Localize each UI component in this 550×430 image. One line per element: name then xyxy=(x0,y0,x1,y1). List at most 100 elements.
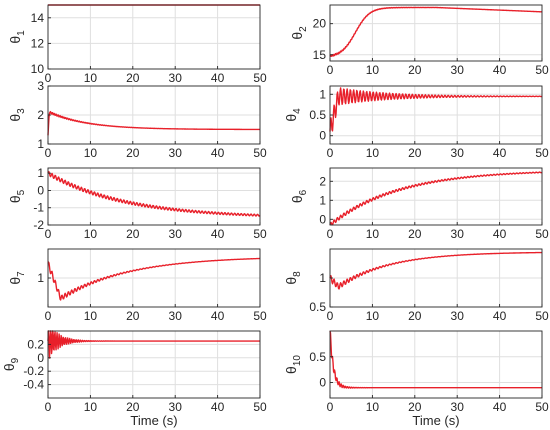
series-line-theta-6 xyxy=(329,171,543,226)
x-tick-label: 50 xyxy=(535,309,549,323)
x-tick-label: 40 xyxy=(211,71,225,85)
x-tick-label: 40 xyxy=(493,309,507,323)
x-axis-label: Time (s) xyxy=(412,413,459,428)
x-tick-label: 30 xyxy=(451,309,465,323)
y-axis-label: θ8 xyxy=(283,271,303,285)
y-tick-label: 12 xyxy=(31,36,45,50)
subplot-theta-10: 0 10 20 30 40 50 0 0.5 θ10 Time (s) xyxy=(283,330,549,428)
plot-area xyxy=(48,168,260,225)
y-tick-label: 1 xyxy=(319,193,326,207)
x-tick-label: 30 xyxy=(169,309,183,323)
x-tick-label: 20 xyxy=(126,71,140,85)
x-tick-label: 20 xyxy=(126,227,140,241)
x-tick-label: 0 xyxy=(327,63,334,77)
x-axis-label: Time (s) xyxy=(130,413,177,428)
y-tick-label: 0 xyxy=(319,376,326,390)
x-tick-label: 10 xyxy=(84,71,98,85)
x-tick-label: 20 xyxy=(126,309,140,323)
y-tick-label: 3 xyxy=(37,79,44,93)
plot-area xyxy=(48,5,260,69)
y-tick-label: 1 xyxy=(37,271,44,285)
x-tick-label: 0 xyxy=(45,227,52,241)
subplot-theta-4: 0 10 20 30 40 50 0 0.5 1 θ4 xyxy=(283,85,549,160)
y-axis-label: θ7 xyxy=(7,271,27,285)
plot-area xyxy=(330,5,542,61)
x-tick-label: 30 xyxy=(451,227,465,241)
axes-frame xyxy=(47,167,261,226)
x-tick-label: 50 xyxy=(253,71,267,85)
x-tick-label: 20 xyxy=(126,400,140,414)
y-tick-label: -1 xyxy=(33,201,44,215)
x-tick-label: 0 xyxy=(327,400,334,414)
y-tick-label: 2 xyxy=(319,174,326,188)
subplot-theta-8: 0 10 20 30 40 50 0.5 1 θ8 xyxy=(283,248,549,323)
y-tick-label: 1 xyxy=(37,137,44,151)
x-tick-label: 40 xyxy=(211,227,225,241)
x-tick-label: 10 xyxy=(84,309,98,323)
x-tick-label: 40 xyxy=(211,400,225,414)
y-tick-label: 0.5 xyxy=(309,350,326,364)
x-tick-label: 0 xyxy=(45,146,52,160)
x-tick-label: 0 xyxy=(45,400,52,414)
series-line-theta-8 xyxy=(329,251,543,290)
x-tick-label: 0 xyxy=(45,309,52,323)
y-tick-label: 0.5 xyxy=(309,108,326,122)
x-tick-label: 10 xyxy=(84,146,98,160)
x-tick-label: 10 xyxy=(366,227,380,241)
x-tick-label: 0 xyxy=(327,146,334,160)
x-tick-label: 10 xyxy=(366,309,380,323)
y-tick-label: 1 xyxy=(37,166,44,180)
x-tick-label: 50 xyxy=(253,227,267,241)
subplot-theta-6: 0 10 20 30 40 50 0 1 2 θ6 xyxy=(289,167,549,241)
y-tick-label: 1 xyxy=(319,271,326,285)
y-axis-label: θ5 xyxy=(7,189,27,203)
x-tick-label: 20 xyxy=(408,309,422,323)
series-line-theta-10 xyxy=(329,330,543,389)
series-line-theta-4 xyxy=(329,87,543,132)
series-line-theta-3 xyxy=(47,110,261,136)
y-axis-label: θ1 xyxy=(7,30,27,44)
axes-frame xyxy=(47,4,261,70)
axes-frame xyxy=(329,4,543,62)
axes-frame xyxy=(47,330,261,399)
y-tick-label: -0.2 xyxy=(23,364,44,378)
x-tick-label: 50 xyxy=(535,146,549,160)
y-tick-label: 2 xyxy=(37,108,44,122)
x-tick-label: 0 xyxy=(327,309,334,323)
y-tick-label: 10 xyxy=(31,62,45,76)
x-tick-label: 50 xyxy=(535,227,549,241)
y-tick-label: 1 xyxy=(319,87,326,101)
y-axis-label: θ6 xyxy=(289,189,309,203)
x-tick-label: 50 xyxy=(253,309,267,323)
x-tick-label: 20 xyxy=(408,63,422,77)
x-tick-label: 50 xyxy=(253,400,267,414)
y-tick-label: 15 xyxy=(313,48,327,62)
x-tick-label: 10 xyxy=(84,400,98,414)
subplot-theta-3: 0 10 20 30 40 50 1 2 3 θ3 xyxy=(7,79,267,160)
x-tick-label: 30 xyxy=(169,71,183,85)
y-axis-label: θ9 xyxy=(1,357,21,371)
y-axis-label: θ2 xyxy=(289,26,309,40)
axes-frame xyxy=(329,167,543,226)
x-tick-label: 0 xyxy=(327,227,334,241)
series-line-theta-2 xyxy=(329,6,543,57)
x-tick-label: 40 xyxy=(493,63,507,77)
y-tick-label: 0 xyxy=(319,212,326,226)
y-axis-label: θ4 xyxy=(283,108,303,122)
y-tick-label: -0.4 xyxy=(23,378,44,392)
x-tick-label: 10 xyxy=(366,400,380,414)
plot-area xyxy=(330,331,542,398)
x-tick-label: 40 xyxy=(211,146,225,160)
x-tick-label: 50 xyxy=(253,146,267,160)
x-tick-label: 20 xyxy=(408,227,422,241)
x-tick-label: 10 xyxy=(366,146,380,160)
x-tick-label: 30 xyxy=(169,146,183,160)
x-tick-label: 40 xyxy=(211,309,225,323)
x-tick-label: 20 xyxy=(408,146,422,160)
x-tick-label: 30 xyxy=(169,400,183,414)
x-tick-label: 30 xyxy=(451,400,465,414)
y-axis-label: θ10 xyxy=(283,355,303,374)
x-tick-label: 50 xyxy=(535,63,549,77)
